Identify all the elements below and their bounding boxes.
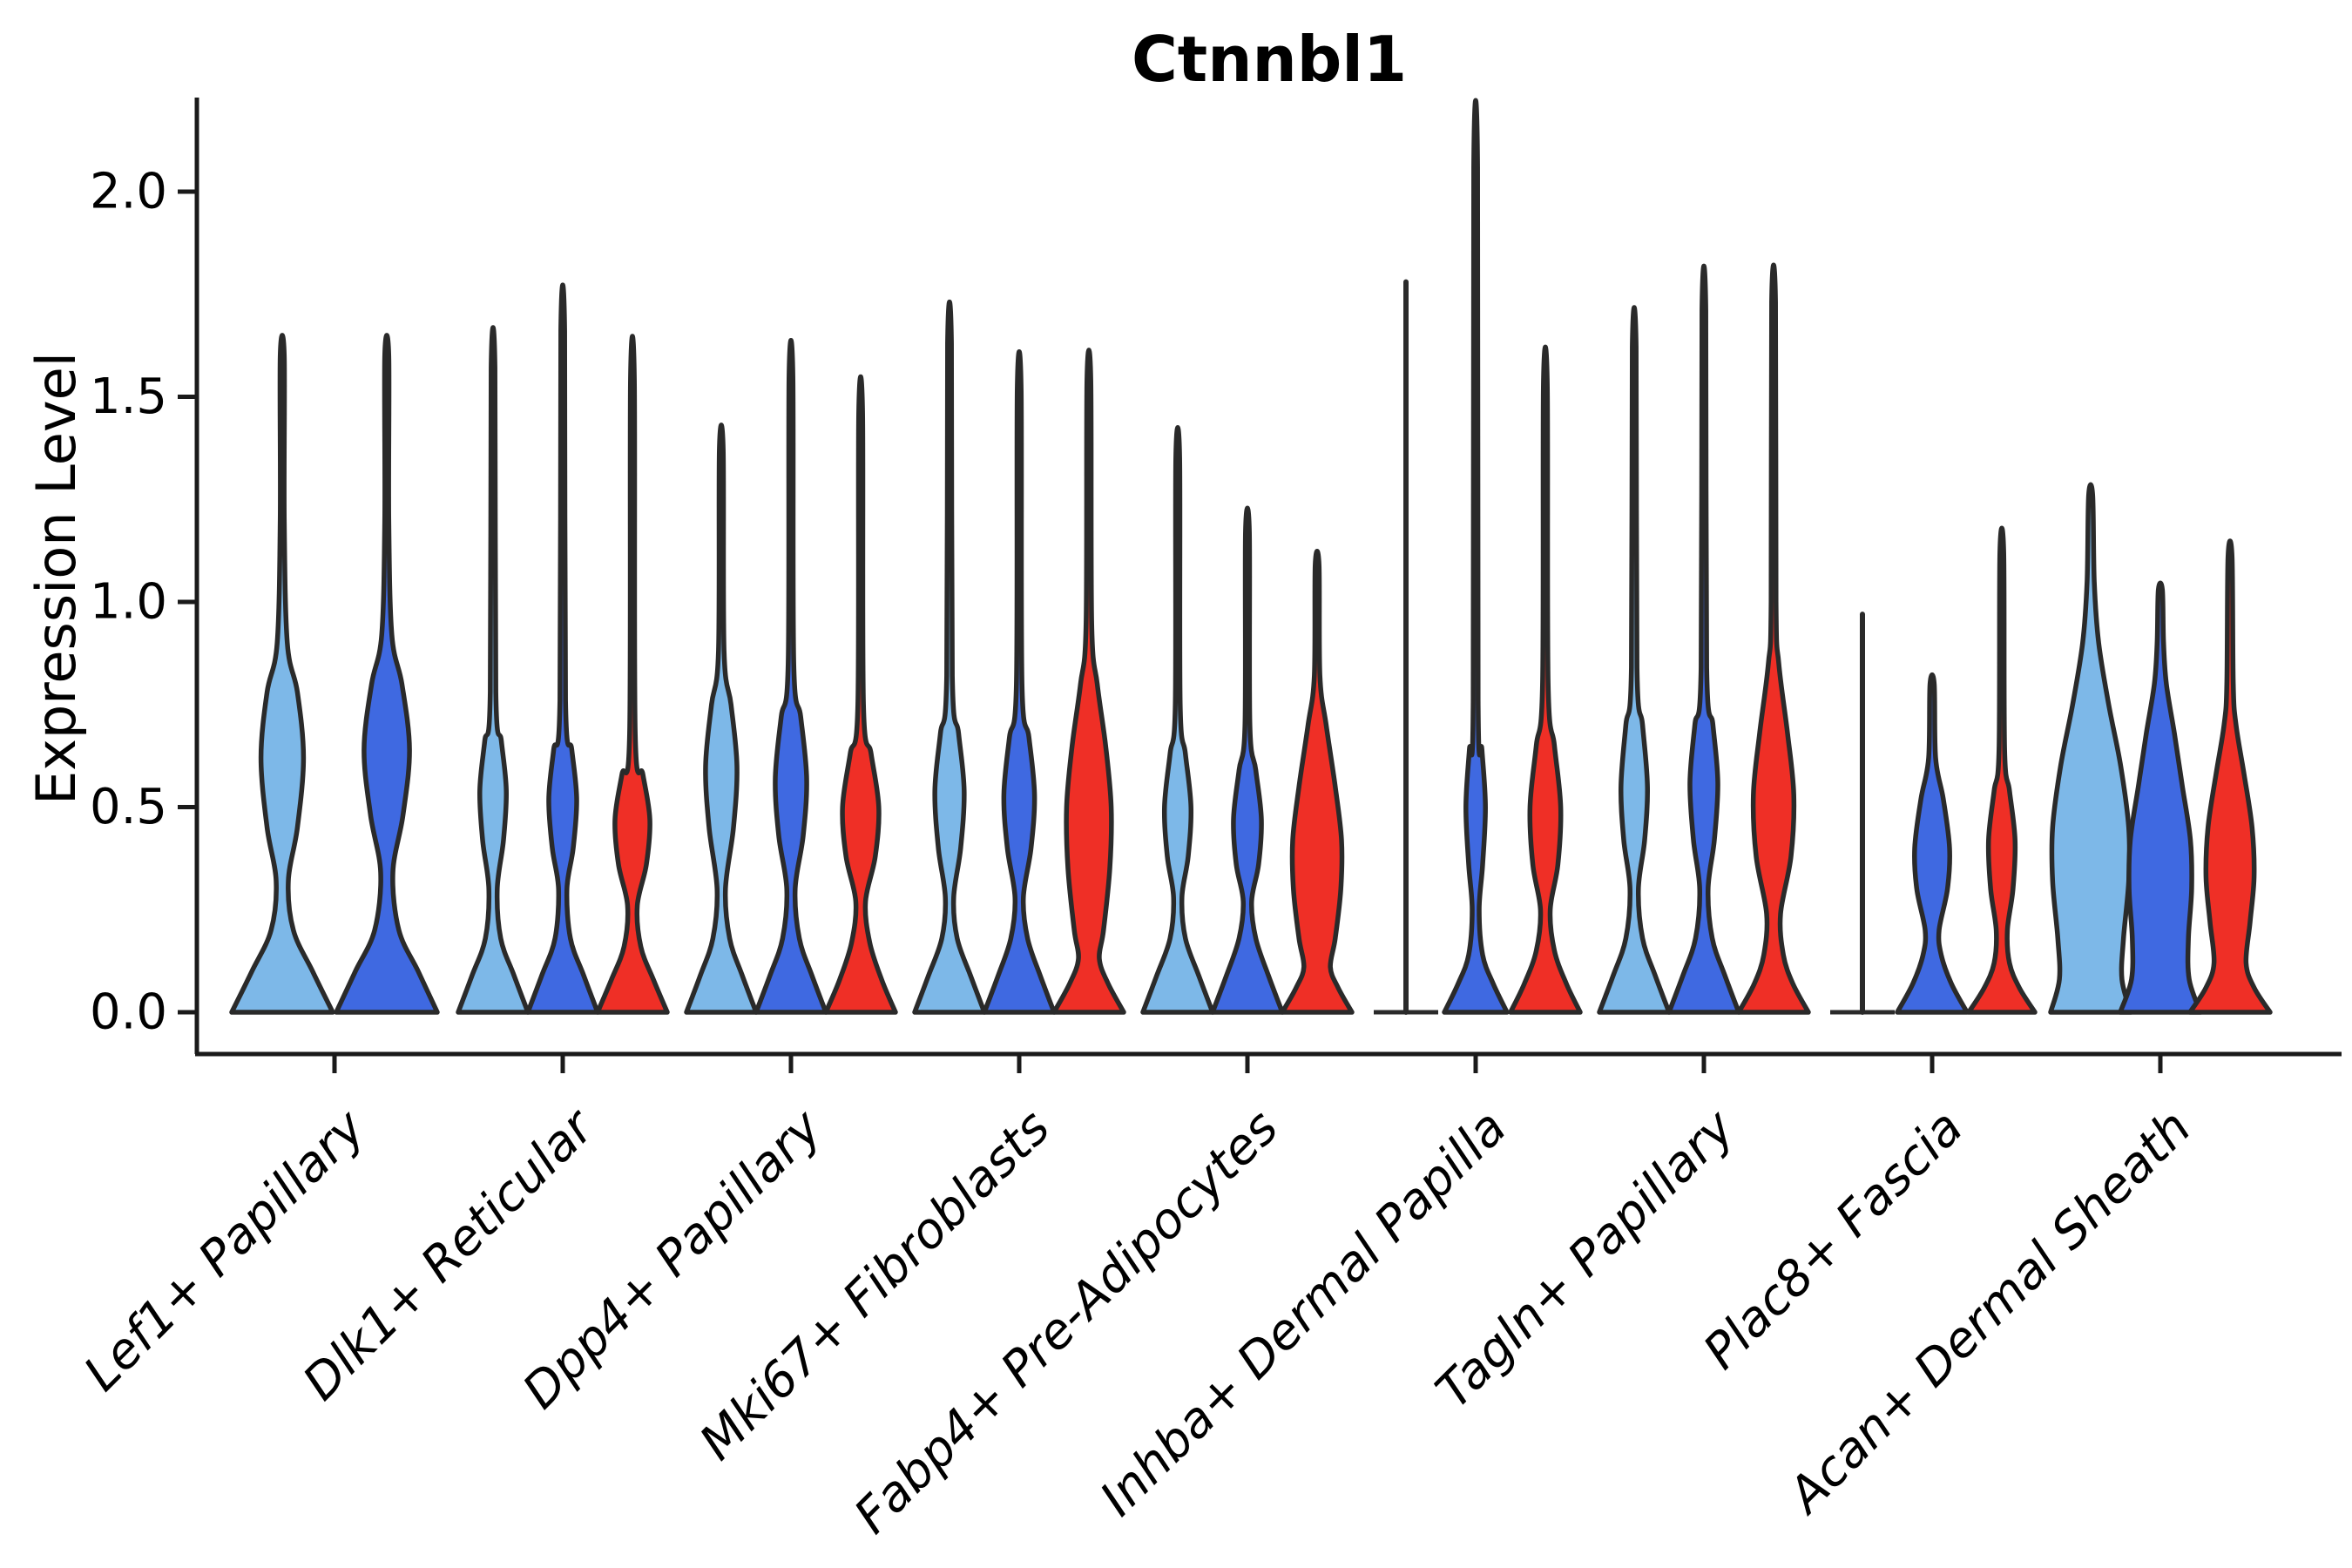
violin-acan-dermal-sheath-red — [2187, 538, 2273, 1015]
violin-dlk1-reticular-red — [595, 334, 670, 1015]
violin-lef1-papillary-light_blue — [229, 333, 335, 1015]
violin-tagln-papillary-red — [1736, 262, 1811, 1015]
violin-dpp4-papillary-light_blue — [684, 422, 759, 1015]
violin-plac8-fascia-red — [1966, 525, 2038, 1015]
y-tick-label: 1.0 — [90, 574, 167, 631]
violin-fabp4-pre-adipocytes-red — [1280, 548, 1355, 1015]
violin-acan-dermal-sheath-dark_blue — [2118, 580, 2203, 1015]
violin-inhba-dermal-papilla-dark_blue — [1442, 98, 1510, 1015]
violin-dlk1-reticular-light_blue — [456, 325, 531, 1015]
violin-dlk1-reticular-dark_blue — [525, 282, 600, 1015]
chart-title: Ctnnbl1 — [1131, 23, 1408, 96]
y-tick-label: 2.0 — [90, 164, 167, 220]
violin-lef1-papillary-dark_blue — [334, 333, 440, 1015]
y-tick-label: 0.5 — [90, 779, 167, 835]
y-axis-label: Expression Level — [24, 352, 88, 805]
violin-mki67-fibroblasts-dark_blue — [982, 349, 1057, 1015]
y-tick-label: 0.0 — [90, 984, 167, 1041]
violin-tagln-papillary-dark_blue — [1666, 263, 1741, 1015]
violin-inhba-dermal-papilla-red — [1508, 345, 1583, 1015]
x-tick-label: Fabp4+ Pre-Adipocytes — [844, 1099, 1289, 1544]
violin-dpp4-papillary-red — [823, 375, 898, 1015]
violin-plac8-fascia-dark_blue — [1895, 672, 1970, 1015]
violin-fabp4-pre-adipocytes-dark_blue — [1210, 505, 1285, 1015]
violin-dpp4-papillary-dark_blue — [754, 338, 828, 1015]
y-tick-label: 1.5 — [90, 368, 167, 425]
violin-fabp4-pre-adipocytes-light_blue — [1140, 425, 1215, 1015]
violin-tagln-papillary-light_blue — [1597, 305, 1672, 1015]
violin-mki67-fibroblasts-light_blue — [912, 299, 987, 1015]
x-tick-label: Acan+ Dermal Sheath — [1776, 1099, 2202, 1525]
x-tick-label: Inhba+ Dermal Papilla — [1090, 1099, 1517, 1527]
violin-acan-dermal-sheath-light_blue — [2048, 482, 2133, 1015]
violin-mki67-fibroblasts-red — [1051, 348, 1126, 1015]
